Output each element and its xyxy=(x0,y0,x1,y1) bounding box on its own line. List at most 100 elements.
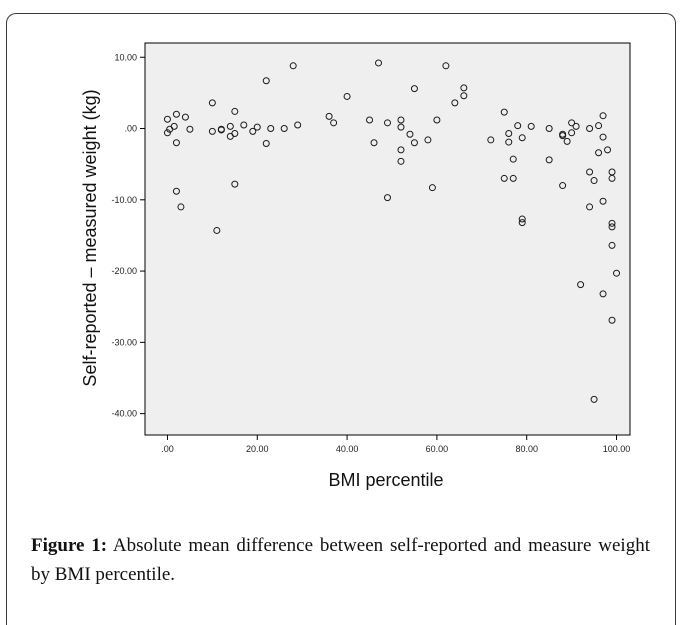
data-point xyxy=(343,92,351,100)
figure-frame xyxy=(6,13,676,625)
x-axis-ticks: .00 20.00 40.00 60.00 80.00 100.00 xyxy=(161,435,630,454)
data-point xyxy=(608,241,616,249)
data-point xyxy=(500,108,508,116)
data-point xyxy=(397,146,405,154)
data-point xyxy=(397,123,405,131)
data-point xyxy=(181,113,189,121)
data-point xyxy=(424,136,432,144)
data-point xyxy=(505,130,513,138)
data-point xyxy=(500,174,508,182)
data-point xyxy=(505,138,513,146)
y-tick-label: 10.00 xyxy=(114,52,137,62)
x-tick-label: .00 xyxy=(161,444,174,454)
y-tick-label: -10.00 xyxy=(111,195,137,205)
data-point xyxy=(433,116,441,124)
data-point xyxy=(170,122,178,130)
data-point xyxy=(559,132,567,140)
data-point xyxy=(406,130,414,138)
scatter-chart: 10.00 .00 -10.00 -20.00 -30.00 -40.00 .00 20.0… xyxy=(80,42,631,490)
data-point xyxy=(595,149,603,157)
data-point xyxy=(545,156,553,164)
data-point xyxy=(428,184,436,192)
data-point xyxy=(599,112,607,120)
data-point xyxy=(294,121,302,129)
data-point xyxy=(217,126,225,134)
y-axis-label: Self-reported – measured weight (kg) xyxy=(80,89,100,386)
data-point xyxy=(487,136,495,144)
data-point xyxy=(460,84,468,92)
data-point xyxy=(559,182,567,190)
data-point xyxy=(590,177,598,185)
data-point xyxy=(231,180,239,188)
data-point xyxy=(226,122,234,130)
data-point xyxy=(325,112,333,120)
data-point xyxy=(568,129,576,137)
y-axis-ticks: 10.00 .00 -10.00 -20.00 -30.00 -40.00 xyxy=(111,52,145,419)
data-point xyxy=(545,125,553,133)
data-point xyxy=(527,122,535,130)
data-point xyxy=(172,187,180,195)
plot-area xyxy=(144,42,631,436)
data-points xyxy=(163,59,621,403)
data-point xyxy=(163,115,171,123)
data-point xyxy=(608,174,616,182)
data-point xyxy=(384,194,391,202)
data-point xyxy=(262,77,270,85)
y-tick-label: .00 xyxy=(124,124,137,134)
data-point xyxy=(330,119,338,127)
data-point xyxy=(518,215,526,223)
data-point xyxy=(451,99,459,107)
data-point xyxy=(608,219,616,227)
data-point xyxy=(262,139,270,147)
data-point xyxy=(172,139,180,147)
data-point xyxy=(231,130,239,138)
data-point xyxy=(397,116,405,124)
data-point xyxy=(586,168,594,176)
data-point xyxy=(586,125,594,133)
data-point xyxy=(442,62,450,70)
data-point xyxy=(608,316,616,324)
data-point xyxy=(280,125,288,133)
data-point xyxy=(572,122,580,130)
data-point xyxy=(509,155,517,163)
data-point xyxy=(240,121,248,129)
data-point xyxy=(410,139,418,147)
x-tick-label: 100.00 xyxy=(603,444,631,454)
data-point xyxy=(613,269,621,277)
data-point xyxy=(370,139,378,147)
data-point xyxy=(208,99,216,107)
caption-label: Figure 1: xyxy=(31,535,108,556)
data-point xyxy=(595,122,603,130)
data-point xyxy=(563,137,571,145)
figure-caption: Figure 1: Absolute mean difference betwe… xyxy=(31,531,650,589)
data-point xyxy=(608,223,616,231)
x-tick-label: 20.00 xyxy=(246,444,269,454)
data-point xyxy=(177,203,185,211)
data-point xyxy=(518,134,526,142)
data-point xyxy=(599,197,607,205)
x-tick-label: 80.00 xyxy=(515,444,538,454)
data-point xyxy=(208,127,216,135)
figure-area: 10.00 .00 -10.00 -20.00 -30.00 -40.00 .00 20.0… xyxy=(80,42,631,490)
y-tick-label: -40.00 xyxy=(111,409,137,419)
data-point xyxy=(186,125,194,133)
x-axis-label: BMI percentile xyxy=(328,470,443,490)
data-point xyxy=(375,59,383,67)
data-point xyxy=(599,290,607,298)
caption-text: Absolute mean difference between self-re… xyxy=(31,535,650,585)
data-point xyxy=(509,174,517,182)
data-point xyxy=(267,125,275,133)
data-point xyxy=(599,133,607,141)
data-point xyxy=(568,119,576,127)
data-point xyxy=(604,146,612,154)
y-tick-label: -30.00 xyxy=(111,337,137,347)
data-point xyxy=(410,85,418,93)
data-point xyxy=(163,129,171,137)
data-point xyxy=(366,116,374,124)
data-point xyxy=(213,226,221,234)
data-point xyxy=(518,219,526,227)
data-point xyxy=(231,107,239,115)
data-point xyxy=(249,127,257,135)
data-point xyxy=(590,395,598,403)
data-point xyxy=(514,122,522,130)
